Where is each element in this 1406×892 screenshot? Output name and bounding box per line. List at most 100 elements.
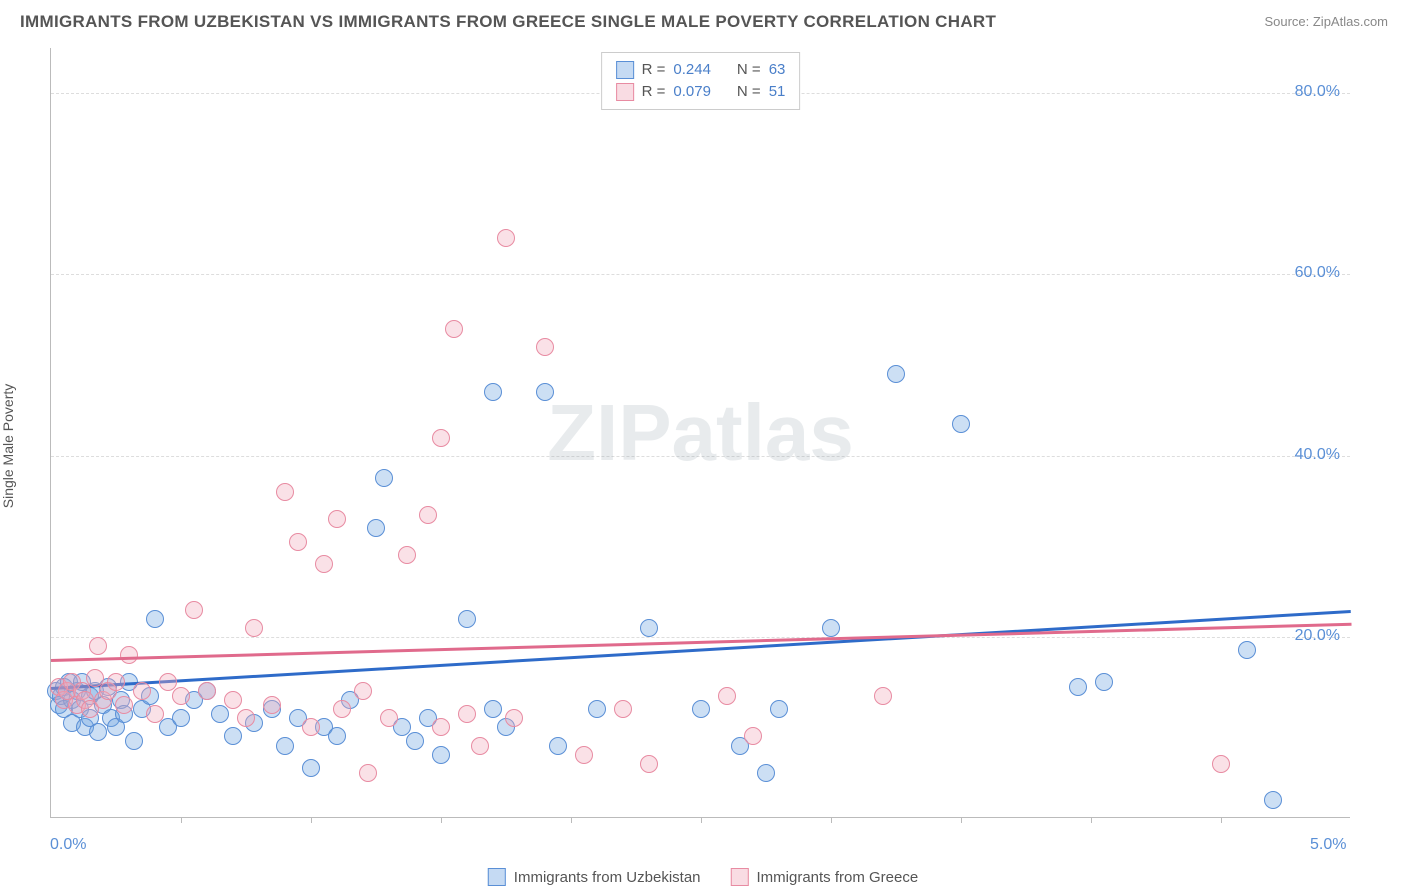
y-tick-label: 60.0% (1295, 264, 1340, 282)
scatter-marker (245, 619, 263, 637)
scatter-marker (276, 483, 294, 501)
scatter-marker (471, 737, 489, 755)
scatter-marker (380, 709, 398, 727)
scatter-marker (367, 519, 385, 537)
scatter-marker (237, 709, 255, 727)
scatter-marker (224, 727, 242, 745)
n-value-0: 63 (769, 59, 786, 81)
scatter-marker (398, 546, 416, 564)
scatter-marker (133, 682, 151, 700)
scatter-marker (115, 696, 133, 714)
scatter-marker (757, 764, 775, 782)
legend-item: Immigrants from Uzbekistan (488, 868, 701, 886)
scatter-marker (172, 687, 190, 705)
n-label: N = (737, 81, 761, 103)
scatter-marker (354, 682, 372, 700)
legend-stats: R = 0.244 N = 63 R = 0.079 N = 51 (601, 52, 801, 110)
x-tick (961, 817, 962, 823)
scatter-marker (125, 732, 143, 750)
x-tick (1221, 817, 1222, 823)
scatter-marker (822, 619, 840, 637)
legend-stats-row: R = 0.244 N = 63 (616, 59, 786, 81)
chart-container: IMMIGRANTS FROM UZBEKISTAN VS IMMIGRANTS… (0, 0, 1406, 892)
scatter-marker (458, 705, 476, 723)
swatch-series-0 (616, 61, 634, 79)
scatter-marker (302, 718, 320, 736)
scatter-marker (432, 718, 450, 736)
r-label: R = (642, 81, 666, 103)
y-tick-label: 40.0% (1295, 446, 1340, 464)
scatter-marker (172, 709, 190, 727)
scatter-marker (328, 727, 346, 745)
scatter-marker (302, 759, 320, 777)
x-tick (701, 817, 702, 823)
legend-series: Immigrants from Uzbekistan Immigrants fr… (488, 868, 918, 886)
scatter-marker (263, 696, 281, 714)
scatter-marker (432, 429, 450, 447)
scatter-marker (1095, 673, 1113, 691)
scatter-marker (1212, 755, 1230, 773)
watermark-prefix: ZIP (547, 388, 671, 477)
scatter-marker (536, 383, 554, 401)
scatter-marker (640, 619, 658, 637)
scatter-marker (770, 700, 788, 718)
x-tick (1091, 817, 1092, 823)
scatter-marker (198, 682, 216, 700)
scatter-marker (432, 746, 450, 764)
scatter-marker (549, 737, 567, 755)
scatter-marker (328, 510, 346, 528)
watermark: ZIPatlas (547, 387, 854, 479)
scatter-marker (744, 727, 762, 745)
y-tick-label: 20.0% (1295, 627, 1340, 645)
n-value-1: 51 (769, 81, 786, 103)
scatter-marker (614, 700, 632, 718)
scatter-marker (120, 646, 138, 664)
legend-item: Immigrants from Greece (731, 868, 919, 886)
x-tick (831, 817, 832, 823)
scatter-marker (107, 673, 125, 691)
scatter-marker (718, 687, 736, 705)
scatter-marker (146, 610, 164, 628)
plot-area: ZIPatlas R = 0.244 N = 63 R = 0.079 N = … (50, 48, 1350, 818)
scatter-marker (887, 365, 905, 383)
scatter-marker (445, 320, 463, 338)
series-name-1: Immigrants from Greece (757, 869, 919, 886)
swatch-series-1 (731, 868, 749, 886)
scatter-marker (185, 601, 203, 619)
scatter-marker (315, 555, 333, 573)
scatter-marker (89, 637, 107, 655)
chart-title: IMMIGRANTS FROM UZBEKISTAN VS IMMIGRANTS… (20, 12, 996, 32)
watermark-suffix: atlas (672, 388, 854, 477)
grid-line (51, 637, 1350, 638)
scatter-marker (89, 723, 107, 741)
scatter-marker (333, 700, 351, 718)
scatter-marker (375, 469, 393, 487)
scatter-marker (484, 700, 502, 718)
scatter-marker (536, 338, 554, 356)
scatter-marker (289, 533, 307, 551)
swatch-series-0 (488, 868, 506, 886)
scatter-marker (952, 415, 970, 433)
scatter-marker (1264, 791, 1282, 809)
scatter-marker (224, 691, 242, 709)
scatter-marker (406, 732, 424, 750)
legend-stats-row: R = 0.079 N = 51 (616, 81, 786, 103)
scatter-marker (419, 506, 437, 524)
scatter-marker (575, 746, 593, 764)
source-label: Source: ZipAtlas.com (1264, 14, 1388, 29)
r-value-1: 0.079 (673, 81, 711, 103)
scatter-marker (276, 737, 294, 755)
x-tick-label: 5.0% (1310, 836, 1346, 854)
scatter-marker (692, 700, 710, 718)
scatter-marker (146, 705, 164, 723)
scatter-marker (640, 755, 658, 773)
scatter-marker (588, 700, 606, 718)
grid-line (51, 274, 1350, 275)
x-tick-label: 0.0% (50, 836, 86, 854)
scatter-marker (497, 229, 515, 247)
x-tick (181, 817, 182, 823)
y-axis-label: Single Male Poverty (0, 384, 16, 509)
scatter-marker (359, 764, 377, 782)
x-tick (441, 817, 442, 823)
scatter-marker (458, 610, 476, 628)
